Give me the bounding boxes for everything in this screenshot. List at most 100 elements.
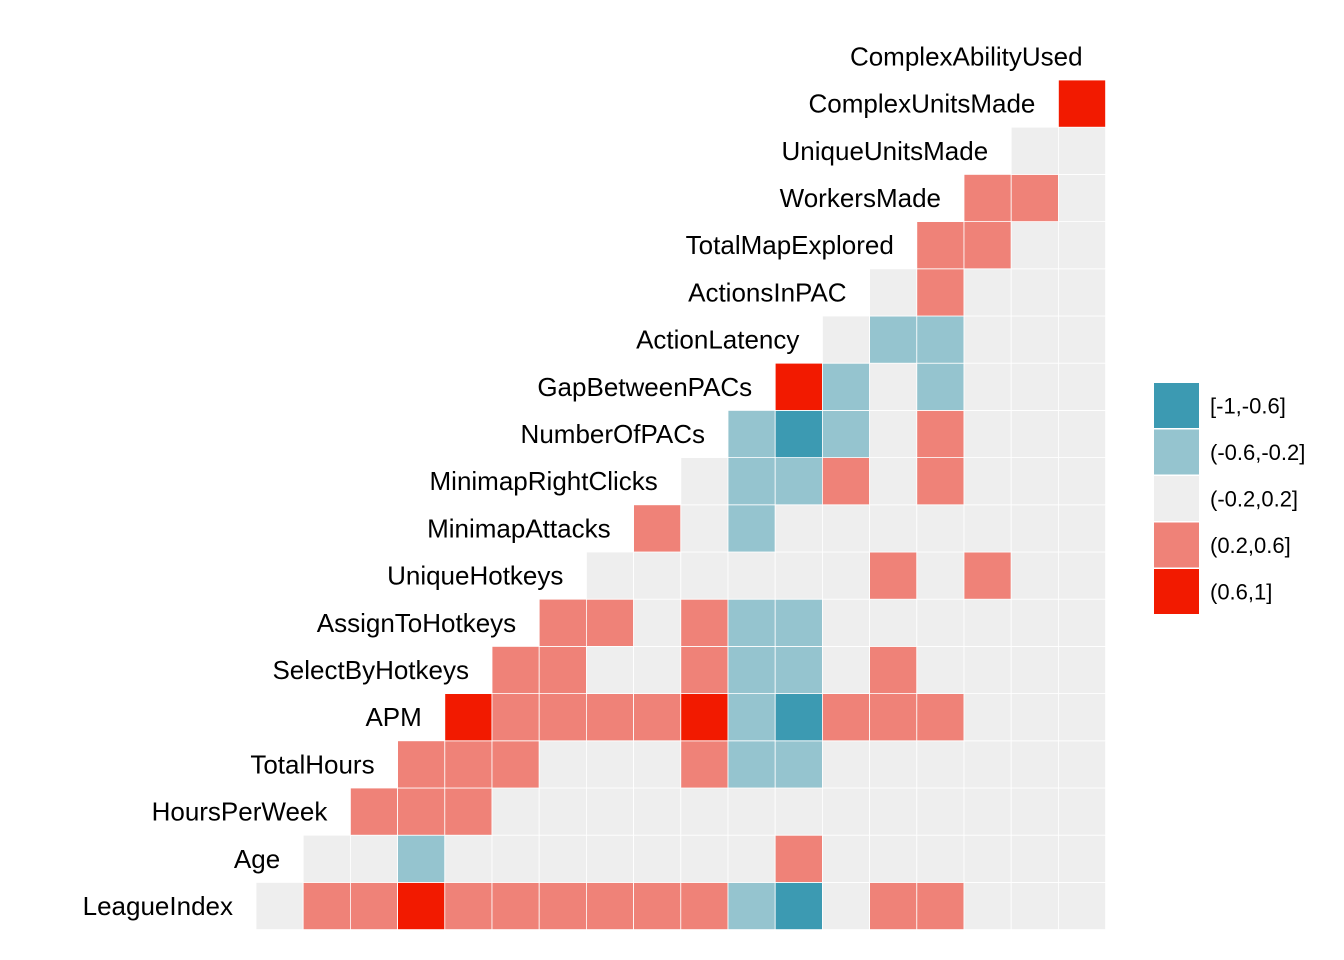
heatmap-cell-APM-MinimapRightClicks (633, 693, 682, 742)
heatmap-cell-WorkersMade-ComplexAbilityUsed (1058, 173, 1107, 222)
heatmap-cell-UniqueUnitsMade-ComplexUnitsMade (1010, 126, 1059, 175)
heatmap-cell-MinimapAttacks-ComplexAbilityUsed (1058, 504, 1107, 553)
heatmap-cell-NumberOfPACs-UniqueUnitsMade (963, 409, 1012, 458)
heatmap-cell-Age-HoursPerWeek (302, 834, 351, 883)
legend-label: [-1,-0.6] (1210, 394, 1286, 419)
heatmap-cell-GapBetweenPACs-UniqueUnitsMade (963, 362, 1012, 411)
heatmap-cell-APM-ActionLatency (774, 693, 823, 742)
variable-label-WorkersMade: WorkersMade (780, 183, 941, 213)
heatmap-cells (255, 79, 1107, 931)
heatmap-cell-HoursPerWeek-GapBetweenPACs (727, 787, 776, 836)
variable-label-TotalHours: TotalHours (250, 749, 374, 779)
heatmap-cell-Age-UniqueUnitsMade (963, 834, 1012, 883)
heatmap-cell-GapBetweenPACs-WorkersMade (916, 362, 965, 411)
heatmap-cell-ActionLatency-UniqueUnitsMade (963, 315, 1012, 364)
legend-label: (0.6,1] (1210, 580, 1272, 605)
heatmap-cell-APM-ActionsInPAC (822, 693, 871, 742)
heatmap-cell-HoursPerWeek-TotalMapExplored (869, 787, 918, 836)
heatmap-cell-HoursPerWeek-MinimapAttacks (586, 787, 635, 836)
heatmap-cell-ActionLatency-TotalMapExplored (869, 315, 918, 364)
heatmap-cell-SelectByHotkeys-ActionLatency (774, 646, 823, 695)
heatmap-cell-MinimapAttacks-NumberOfPACs (680, 504, 729, 553)
legend-label: (-0.6,-0.2] (1210, 440, 1305, 465)
variable-label-GapBetweenPACs: GapBetweenPACs (537, 372, 752, 402)
heatmap-cell-Age-ComplexUnitsMade (1010, 834, 1059, 883)
heatmap-cell-ActionsInPAC-UniqueUnitsMade (963, 268, 1012, 317)
heatmap-cell-MinimapAttacks-ActionLatency (774, 504, 823, 553)
heatmap-cell-MinimapRightClicks-GapBetweenPACs (727, 457, 776, 506)
heatmap-cell-Age-UniqueHotkeys (538, 834, 587, 883)
heatmap-cell-ActionLatency-ComplexAbilityUsed (1058, 315, 1107, 364)
variable-label-MinimapRightClicks: MinimapRightClicks (430, 466, 658, 496)
heatmap-cell-TotalMapExplored-WorkersMade (916, 221, 965, 270)
heatmap-cell-NumberOfPACs-ComplexAbilityUsed (1058, 409, 1107, 458)
heatmap-cell-Age-AssignToHotkeys (491, 834, 540, 883)
variable-label-TotalMapExplored: TotalMapExplored (686, 230, 894, 260)
heatmap-cell-TotalMapExplored-ComplexUnitsMade (1010, 221, 1059, 270)
heatmap-cell-HoursPerWeek-APM (397, 787, 446, 836)
heatmap-cell-GapBetweenPACs-ComplexUnitsMade (1010, 362, 1059, 411)
heatmap-cell-GapBetweenPACs-TotalMapExplored (869, 362, 918, 411)
heatmap-cell-HoursPerWeek-WorkersMade (916, 787, 965, 836)
heatmap-cell-APM-MinimapAttacks (586, 693, 635, 742)
heatmap-cell-TotalHours-SelectByHotkeys (444, 740, 493, 789)
heatmap-cell-UniqueHotkeys-GapBetweenPACs (727, 551, 776, 600)
heatmap-cell-LeagueIndex-ActionLatency (774, 882, 823, 931)
heatmap-cell-UniqueHotkeys-MinimapRightClicks (633, 551, 682, 600)
heatmap-cell-AssignToHotkeys-MinimapAttacks (586, 598, 635, 647)
heatmap-cell-TotalHours-ActionLatency (774, 740, 823, 789)
heatmap-cell-AssignToHotkeys-ComplexUnitsMade (1010, 598, 1059, 647)
heatmap-cell-HoursPerWeek-ComplexAbilityUsed (1058, 787, 1107, 836)
heatmap-cell-TotalHours-APM (397, 740, 446, 789)
heatmap-cell-UniqueHotkeys-ActionLatency (774, 551, 823, 600)
heatmap-cell-MinimapRightClicks-UniqueUnitsMade (963, 457, 1012, 506)
variable-label-UniqueHotkeys: UniqueHotkeys (387, 561, 563, 591)
legend-label: (0.2,0.6] (1210, 533, 1291, 558)
variable-label-Age: Age (234, 844, 280, 874)
heatmap-cell-TotalHours-MinimapRightClicks (633, 740, 682, 789)
heatmap-cell-LeagueIndex-AssignToHotkeys (491, 882, 540, 931)
heatmap-cell-WorkersMade-ComplexUnitsMade (1010, 173, 1059, 222)
heatmap-cell-NumberOfPACs-TotalMapExplored (869, 409, 918, 458)
heatmap-cell-MinimapAttacks-MinimapRightClicks (633, 504, 682, 553)
heatmap-cell-TotalHours-UniqueHotkeys (538, 740, 587, 789)
heatmap-cell-ActionLatency-ActionsInPAC (822, 315, 871, 364)
legend-swatch (1154, 569, 1199, 614)
heatmap-cell-SelectByHotkeys-NumberOfPACs (680, 646, 729, 695)
heatmap-cell-HoursPerWeek-NumberOfPACs (680, 787, 729, 836)
heatmap-cell-LeagueIndex-TotalMapExplored (869, 882, 918, 931)
heatmap-cell-AssignToHotkeys-UniqueUnitsMade (963, 598, 1012, 647)
heatmap-cell-ActionsInPAC-TotalMapExplored (869, 268, 918, 317)
variable-label-APM: APM (365, 702, 421, 732)
heatmap-cell-MinimapRightClicks-WorkersMade (916, 457, 965, 506)
heatmap-cell-Age-SelectByHotkeys (444, 834, 493, 883)
heatmap-cell-ActionLatency-ComplexUnitsMade (1010, 315, 1059, 364)
heatmap-cell-LeagueIndex-UniqueUnitsMade (963, 882, 1012, 931)
heatmap-cell-HoursPerWeek-MinimapRightClicks (633, 787, 682, 836)
heatmap-cell-GapBetweenPACs-ActionLatency (774, 362, 823, 411)
heatmap-cell-Age-MinimapAttacks (586, 834, 635, 883)
heatmap-cell-SelectByHotkeys-ActionsInPAC (822, 646, 871, 695)
heatmap-cell-LeagueIndex-ComplexUnitsMade (1010, 882, 1059, 931)
heatmap-cell-SelectByHotkeys-ComplexUnitsMade (1010, 646, 1059, 695)
heatmap-cell-APM-WorkersMade (916, 693, 965, 742)
heatmap-cell-TotalHours-ActionsInPAC (822, 740, 871, 789)
heatmap-cell-APM-SelectByHotkeys (444, 693, 493, 742)
variable-label-NumberOfPACs: NumberOfPACs (521, 419, 705, 449)
heatmap-cell-TotalHours-ComplexUnitsMade (1010, 740, 1059, 789)
heatmap-cell-AssignToHotkeys-TotalMapExplored (869, 598, 918, 647)
heatmap-cell-AssignToHotkeys-NumberOfPACs (680, 598, 729, 647)
heatmap-cell-Age-TotalMapExplored (869, 834, 918, 883)
heatmap-cell-Age-ActionsInPAC (822, 834, 871, 883)
heatmap-cell-TotalHours-GapBetweenPACs (727, 740, 776, 789)
heatmap-cell-TotalHours-NumberOfPACs (680, 740, 729, 789)
heatmap-cell-APM-GapBetweenPACs (727, 693, 776, 742)
heatmap-cell-TotalHours-WorkersMade (916, 740, 965, 789)
heatmap-cell-HoursPerWeek-UniqueHotkeys (538, 787, 587, 836)
heatmap-cell-SelectByHotkeys-MinimapAttacks (586, 646, 635, 695)
variable-label-LeagueIndex: LeagueIndex (83, 891, 233, 921)
heatmap-cell-SelectByHotkeys-TotalMapExplored (869, 646, 918, 695)
heatmap-cell-UniqueHotkeys-UniqueUnitsMade (963, 551, 1012, 600)
